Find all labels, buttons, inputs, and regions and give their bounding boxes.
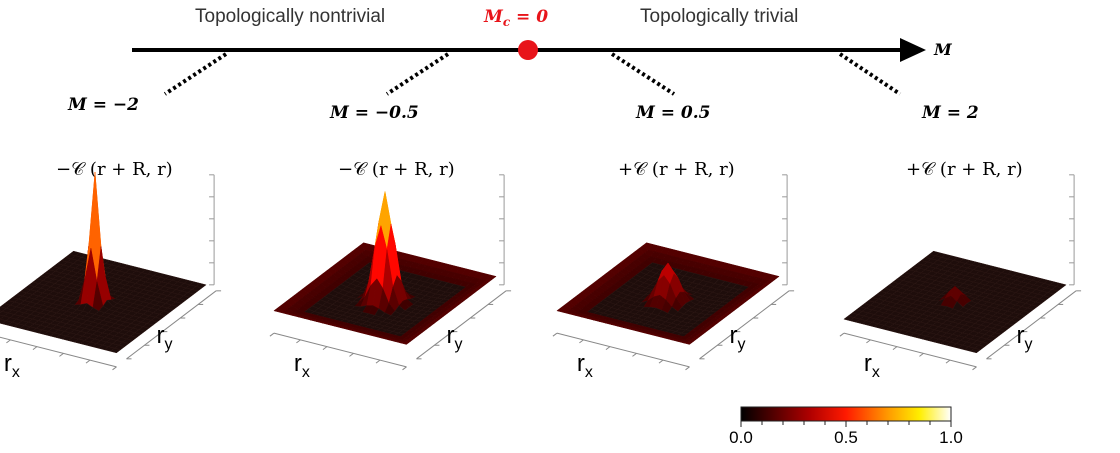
surface-panel-2: rx ry: [269, 174, 512, 381]
m-label-3: M = 0.5: [635, 103, 710, 123]
x-axis-tick: [296, 339, 301, 344]
x-axis-tick: [866, 339, 871, 344]
connector-2: [385, 52, 450, 96]
panel-formula-2: −𝒞 (r + R, r): [338, 159, 455, 180]
colorbar-min-label: 0.0: [729, 428, 753, 447]
panel-formula-4: +𝒞 (r + R, r): [906, 159, 1023, 180]
connector-4: [838, 52, 902, 96]
x-axis-tick: [605, 346, 611, 351]
surface-cell: [683, 341, 694, 345]
region-left-label: Topologically nontrivial: [195, 6, 385, 27]
y-axis-line: [126, 290, 217, 360]
surface-panel-3: rx ry: [552, 174, 795, 381]
x-axis-tick: [32, 346, 38, 351]
x-axis-tick: [579, 339, 584, 344]
y-axis-line: [986, 290, 1077, 360]
x-axis-tick: [892, 346, 898, 351]
x-axis-tick: [269, 332, 275, 337]
colorbar: 0.0 0.5 1.0: [729, 406, 963, 447]
x-axis-line: [0, 336, 117, 368]
x-axis-tick: [972, 366, 977, 371]
colorbar-ticks: [740, 421, 952, 427]
region-right-label: Topologically trivial: [640, 6, 798, 27]
critical-point-marker: [518, 40, 538, 60]
axis-variable-label: M: [933, 40, 953, 59]
x-axis-label: rx: [294, 350, 310, 381]
x-axis-line: [556, 332, 690, 368]
x-axis-tick: [685, 366, 690, 371]
x-axis-tick: [552, 332, 558, 337]
colorbar-mid-label: 0.5: [834, 428, 858, 447]
surface-cell: [109, 347, 122, 354]
x-axis-tick: [632, 352, 637, 357]
connector-1: [163, 52, 228, 96]
x-axis-tick: [112, 366, 117, 371]
y-axis-label: ry: [447, 322, 463, 353]
panel-formula-3: +𝒞 (r + R, r): [618, 159, 735, 180]
x-axis-tick: [349, 352, 354, 357]
panel-formula-1: −𝒞 (r + R, r): [56, 159, 173, 180]
x-axis-line: [843, 332, 977, 368]
critical-point-label: Mc = 0: [483, 7, 548, 29]
surface-cell: [400, 341, 411, 345]
x-axis-tick: [375, 359, 381, 364]
y-axis-line: [416, 290, 507, 360]
x-axis-tick: [945, 359, 951, 364]
surface-panel-4: rx ry: [839, 174, 1082, 381]
surface-panel-1: rx ry: [0, 171, 222, 381]
colorbar-max-label: 1.0: [939, 428, 963, 447]
x-axis-tick: [6, 339, 11, 344]
x-axis-tick: [402, 366, 407, 371]
y-axis-label: ry: [157, 322, 173, 353]
m-label-4: M = 2: [921, 103, 979, 123]
x-axis-tick: [919, 352, 924, 357]
x-axis-tick: [658, 359, 664, 364]
m-label-2: M = −0.5: [329, 103, 419, 123]
parameter-axis: M Topologically nontrivial Topologically…: [132, 6, 953, 62]
x-axis-tick: [59, 352, 64, 357]
surface-cell: [969, 347, 982, 354]
m-label-1: M = −2: [67, 95, 139, 115]
x-axis-tick: [322, 346, 328, 351]
x-axis-line: [273, 332, 407, 368]
colorbar-gradient: [740, 406, 952, 422]
y-axis-label: ry: [730, 322, 746, 353]
x-axis-label: rx: [577, 350, 593, 381]
surface-panels: rx ry rx ry rx ry rx ry: [0, 171, 1082, 381]
x-axis-label: rx: [864, 350, 880, 381]
x-axis-label: rx: [4, 350, 20, 381]
y-axis-line: [699, 290, 790, 360]
connectors: [163, 52, 902, 96]
axis-arrowhead: [900, 38, 926, 62]
x-axis-tick: [839, 332, 845, 337]
y-axis-label: ry: [1017, 322, 1033, 353]
x-axis-tick: [85, 359, 91, 364]
connector-3: [610, 52, 676, 96]
